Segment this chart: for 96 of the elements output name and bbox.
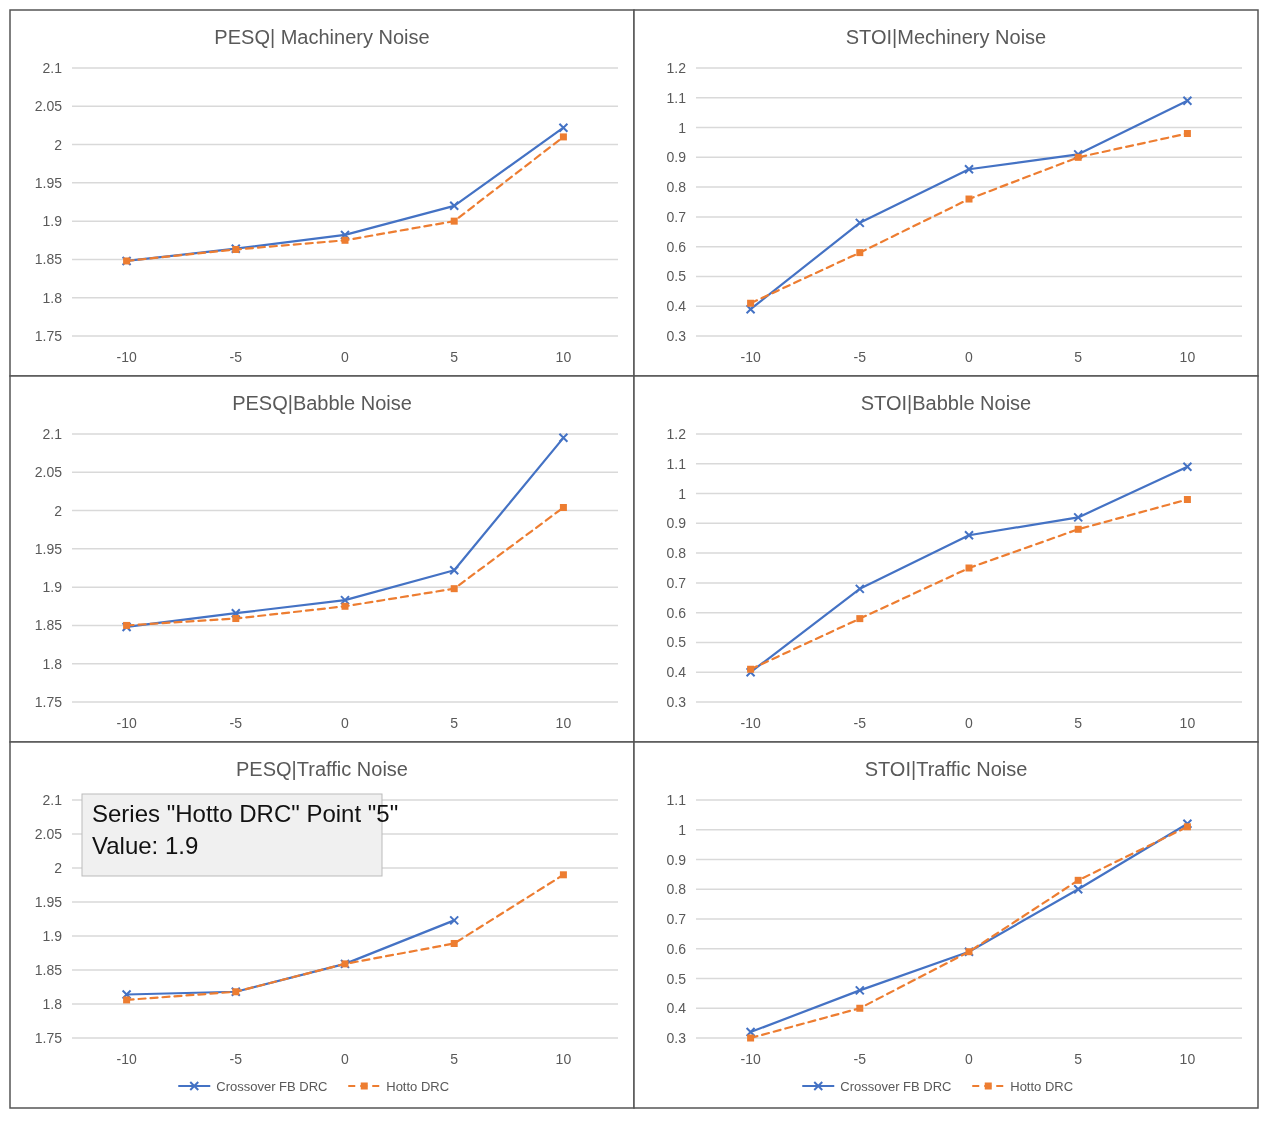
x-tick-label: 10	[555, 1051, 572, 1067]
y-tick-label: 0.8	[666, 545, 687, 562]
y-tick-label: 1.2	[666, 60, 687, 76]
y-tick-label: 1.9	[42, 213, 63, 230]
y-tick-label: 0.9	[666, 149, 687, 166]
y-tick-label: 1.95	[34, 540, 63, 557]
y-tick-label: 0.7	[666, 911, 687, 927]
y-tick-label: 0.7	[666, 574, 687, 591]
y-tick-label: 0.3	[666, 694, 687, 710]
chart-title: PESQ|Traffic Noise	[236, 758, 408, 780]
x-tick-label: 0	[341, 349, 350, 365]
y-tick-label: 1.85	[34, 251, 63, 268]
x-tick-label: 5	[450, 715, 459, 731]
x-tick-label: 0	[965, 715, 974, 731]
y-tick-label: 1.85	[34, 617, 63, 634]
y-tick-label: 2.1	[42, 426, 63, 442]
x-tick-label: 0	[341, 1051, 350, 1067]
y-tick-label: 1.8	[42, 289, 63, 306]
y-tick-label: 0.4	[666, 1000, 687, 1017]
x-tick-label: 10	[555, 715, 572, 731]
y-tick-label: 2.05	[34, 464, 63, 481]
x-tick-label: 5	[1074, 349, 1083, 365]
y-tick-label: 2.1	[42, 60, 63, 76]
chart-title: PESQ|Babble Noise	[232, 392, 412, 414]
y-tick-label: 1.8	[42, 996, 63, 1012]
y-tick-label: 1.1	[666, 455, 687, 472]
y-tick-label: 1.9	[42, 928, 63, 944]
x-tick-label: -5	[853, 715, 867, 731]
legend-label: Crossover FB DRC	[216, 1079, 328, 1094]
x-tick-label: -10	[116, 1051, 137, 1067]
x-tick-label: -10	[740, 715, 761, 731]
tooltip: Series "Hotto DRC" Point "5" Value: 1.9	[81, 793, 399, 877]
y-tick-label: 1	[678, 119, 687, 136]
y-tick-label: 1.75	[34, 328, 63, 344]
y-tick-label: 0.3	[666, 1030, 687, 1046]
y-tick-label: 0.5	[666, 268, 687, 285]
chart-title: STOI|Babble Noise	[860, 392, 1032, 414]
y-tick-label: 1.1	[666, 89, 687, 106]
x-tick-label: -5	[229, 1051, 243, 1067]
y-tick-label: 2	[54, 502, 63, 519]
legend-label: Hotto DRC	[386, 1079, 450, 1094]
chart-title: STOI|Mechinery Noise	[845, 26, 1047, 48]
x-tick-label: 5	[450, 1051, 459, 1067]
y-tick-label: 1.1	[666, 792, 687, 808]
legend-label: Hotto DRC	[1010, 1079, 1074, 1094]
x-tick-label: 5	[1074, 1051, 1083, 1067]
y-tick-label: 1.75	[34, 1030, 63, 1046]
y-tick-label: 1	[678, 821, 687, 838]
y-tick-label: 0.6	[666, 940, 687, 957]
y-tick-label: 2	[54, 860, 63, 876]
x-tick-label: 0	[341, 715, 350, 731]
legend-label: Crossover FB DRC	[840, 1079, 952, 1094]
annotation: Series "Hotto DRC" Point "5"	[92, 800, 399, 827]
y-tick-label: 1.85	[34, 962, 63, 978]
y-tick-label: 1	[678, 485, 687, 502]
x-tick-label: -5	[853, 349, 867, 365]
y-tick-label: 1.95	[34, 174, 63, 191]
y-tick-label: 0.5	[666, 634, 687, 651]
x-tick-label: 0	[965, 1051, 974, 1067]
chart-title: PESQ| Machinery Noise	[214, 26, 430, 48]
x-tick-label: 5	[1074, 715, 1083, 731]
y-tick-label: 0.6	[666, 238, 687, 255]
y-tick-label: 0.9	[666, 515, 687, 532]
chart-title: STOI|Traffic Noise	[864, 758, 1028, 780]
x-tick-label: -5	[229, 349, 243, 365]
y-tick-label: 2.1	[42, 792, 63, 808]
x-tick-label: -10	[116, 715, 137, 731]
x-tick-label: -10	[740, 349, 761, 365]
x-tick-label: 0	[965, 349, 974, 365]
annotation: Value: 1.9	[92, 832, 199, 859]
y-tick-label: 0.6	[666, 604, 687, 621]
y-tick-label: 0.8	[666, 179, 687, 196]
x-tick-label: 5	[450, 349, 459, 365]
y-tick-label: 1.75	[34, 694, 63, 710]
y-tick-label: 1.2	[666, 426, 687, 442]
y-tick-label: 1.9	[42, 579, 63, 596]
x-tick-label: -5	[229, 715, 243, 731]
x-tick-label: -10	[116, 349, 137, 365]
y-tick-label: 2.05	[34, 826, 63, 842]
x-tick-label: 10	[1179, 715, 1196, 731]
y-tick-label: 0.4	[666, 664, 687, 681]
y-tick-label: 2	[54, 136, 63, 153]
x-tick-label: -5	[853, 1051, 867, 1067]
y-tick-label: 0.9	[666, 851, 687, 868]
x-tick-label: 10	[555, 349, 572, 365]
y-tick-label: 0.3	[666, 328, 687, 344]
y-tick-label: 0.5	[666, 970, 687, 987]
y-tick-label: 2.05	[34, 98, 63, 115]
y-tick-label: 0.7	[666, 208, 687, 225]
x-tick-label: 10	[1179, 349, 1196, 365]
y-tick-label: 0.8	[666, 881, 687, 898]
x-tick-label: 10	[1179, 1051, 1196, 1067]
y-tick-label: 1.95	[34, 894, 63, 910]
x-tick-label: -10	[740, 1051, 761, 1067]
y-tick-label: 1.8	[42, 655, 63, 672]
y-tick-label: 0.4	[666, 298, 687, 315]
